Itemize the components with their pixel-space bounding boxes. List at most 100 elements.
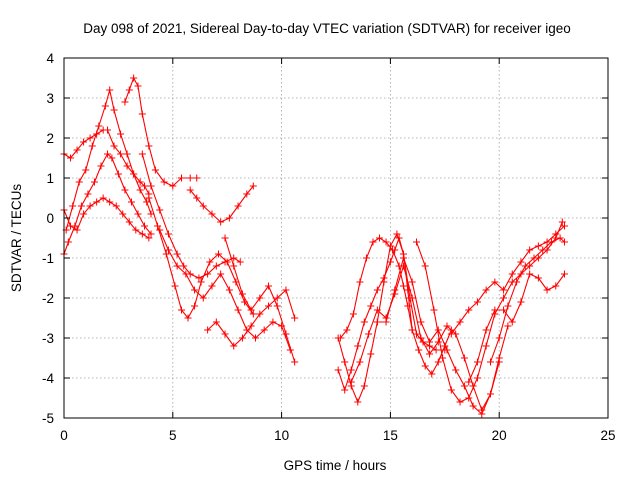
data-point xyxy=(82,166,90,174)
data-point xyxy=(182,270,190,278)
data-point xyxy=(171,282,179,290)
data-point xyxy=(117,150,125,158)
data-point xyxy=(373,306,381,314)
series xyxy=(221,234,299,366)
data-point xyxy=(473,298,481,306)
data-point xyxy=(138,230,146,238)
data-point xyxy=(260,326,268,334)
data-point xyxy=(552,230,560,238)
data-point xyxy=(173,250,181,258)
data-point xyxy=(234,306,242,314)
data-point xyxy=(186,174,194,182)
data-point xyxy=(558,218,566,226)
data-point xyxy=(67,222,75,230)
data-point xyxy=(178,174,186,182)
data-point xyxy=(336,334,344,342)
y-tick-label: -4 xyxy=(42,371,54,386)
data-point xyxy=(504,302,512,310)
data-point xyxy=(112,202,120,210)
data-point xyxy=(404,302,412,310)
data-point xyxy=(265,282,273,290)
data-point xyxy=(543,286,551,294)
series xyxy=(60,194,153,242)
data-point xyxy=(367,302,375,310)
data-point xyxy=(417,334,425,342)
series xyxy=(156,226,294,354)
series xyxy=(373,254,512,418)
data-point xyxy=(95,122,103,130)
series-trace xyxy=(468,273,565,383)
data-point xyxy=(360,382,368,390)
data-point xyxy=(469,402,477,410)
data-point xyxy=(439,354,447,362)
data-point xyxy=(195,274,203,282)
data-point xyxy=(491,278,499,286)
data-point xyxy=(362,254,370,262)
data-point xyxy=(214,250,222,258)
series xyxy=(447,222,568,338)
data-point xyxy=(482,286,490,294)
data-point xyxy=(193,194,201,202)
data-point xyxy=(465,394,473,402)
data-point xyxy=(221,330,229,338)
data-point xyxy=(376,234,384,242)
chart-title: Day 098 of 2021, Sidereal Day-to-day VTE… xyxy=(83,21,570,36)
series-trace xyxy=(159,229,291,351)
data-point xyxy=(365,330,373,338)
data-point xyxy=(560,270,568,278)
grid-lines xyxy=(64,58,608,418)
data-point xyxy=(164,246,172,254)
data-point xyxy=(415,346,423,354)
data-point xyxy=(347,378,355,386)
data-point xyxy=(247,306,255,314)
data-point xyxy=(217,218,225,226)
data-point xyxy=(443,346,451,354)
series-trace xyxy=(377,256,509,415)
data-point xyxy=(136,186,144,194)
data-point xyxy=(84,190,92,198)
series-trace xyxy=(148,197,254,319)
data-point xyxy=(508,270,516,278)
data-point xyxy=(199,294,207,302)
data-point xyxy=(223,258,231,266)
series-trace xyxy=(65,89,152,231)
plot-frame xyxy=(63,57,609,419)
data-point xyxy=(443,322,451,330)
data-point xyxy=(238,290,246,298)
data-point xyxy=(230,262,238,270)
data-point xyxy=(134,82,142,90)
data-point xyxy=(354,398,362,406)
data-point xyxy=(225,214,233,222)
data-point xyxy=(151,166,159,174)
data-point xyxy=(88,142,96,150)
data-point xyxy=(360,318,368,326)
data-point xyxy=(204,270,212,278)
data-point xyxy=(73,226,81,234)
data-point xyxy=(208,210,216,218)
data-point xyxy=(556,234,564,242)
data-point xyxy=(291,314,299,322)
data-point xyxy=(356,358,364,366)
series xyxy=(60,126,153,198)
data-point xyxy=(349,310,357,318)
data-point xyxy=(517,258,525,266)
y-tick-label: 1 xyxy=(46,171,54,186)
data-point xyxy=(482,342,490,350)
data-point xyxy=(67,154,75,162)
data-point xyxy=(230,342,238,350)
data-point xyxy=(495,334,503,342)
data-point xyxy=(101,102,109,110)
data-point xyxy=(460,354,468,362)
data-point xyxy=(426,350,434,358)
data-point xyxy=(164,230,172,238)
data-point xyxy=(106,198,114,206)
data-point xyxy=(447,330,455,338)
data-point xyxy=(486,390,494,398)
series-trace xyxy=(63,153,152,255)
data-point xyxy=(186,186,194,194)
data-point xyxy=(421,262,429,270)
data-point xyxy=(197,278,205,286)
data-point xyxy=(452,366,460,374)
data-point xyxy=(125,86,133,94)
series xyxy=(186,182,257,226)
